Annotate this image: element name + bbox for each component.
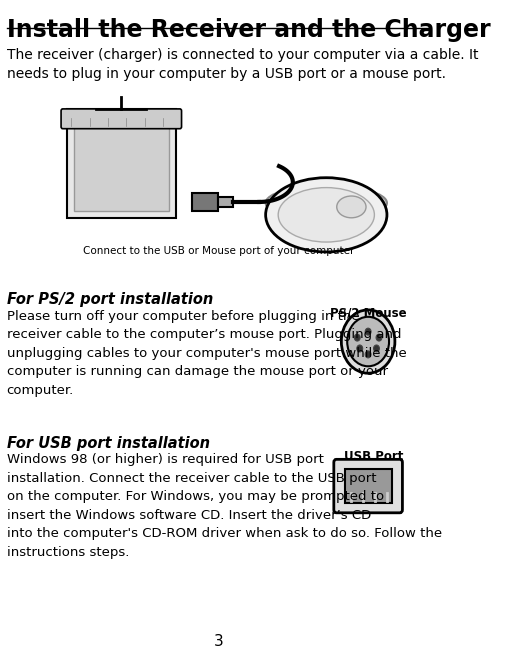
- Text: Connect to the USB or Mouse port of your computer: Connect to the USB or Mouse port of your…: [82, 245, 354, 255]
- Ellipse shape: [337, 196, 366, 218]
- FancyBboxPatch shape: [218, 197, 233, 207]
- FancyBboxPatch shape: [334, 460, 402, 513]
- Text: Install the Receiver and the Charger: Install the Receiver and the Charger: [7, 18, 490, 42]
- FancyBboxPatch shape: [345, 469, 392, 503]
- FancyBboxPatch shape: [61, 109, 182, 129]
- Circle shape: [376, 334, 382, 341]
- Circle shape: [347, 317, 389, 367]
- Circle shape: [354, 334, 360, 341]
- Ellipse shape: [266, 178, 387, 252]
- FancyBboxPatch shape: [74, 122, 169, 211]
- Circle shape: [374, 345, 379, 352]
- Circle shape: [365, 351, 371, 358]
- Text: For PS/2 port installation: For PS/2 port installation: [7, 292, 213, 307]
- Circle shape: [341, 310, 395, 373]
- Text: PS/2 Mouse: PS/2 Mouse: [330, 307, 407, 320]
- Text: The receiver (charger) is connected to your computer via a cable. It
needs to pl: The receiver (charger) is connected to y…: [7, 48, 478, 81]
- Ellipse shape: [278, 187, 374, 242]
- Text: Please turn off your computer before plugging in the
receiver cable to the compu: Please turn off your computer before plu…: [7, 310, 407, 397]
- Text: USB Port: USB Port: [345, 450, 404, 464]
- Text: 3: 3: [213, 633, 223, 648]
- Circle shape: [357, 345, 363, 352]
- Circle shape: [365, 328, 371, 335]
- FancyBboxPatch shape: [193, 193, 218, 211]
- FancyBboxPatch shape: [67, 109, 176, 218]
- Text: For USB port installation: For USB port installation: [7, 436, 210, 450]
- Ellipse shape: [266, 186, 387, 220]
- Text: Windows 98 (or higher) is required for USB port
installation. Connect the receiv: Windows 98 (or higher) is required for U…: [7, 453, 442, 559]
